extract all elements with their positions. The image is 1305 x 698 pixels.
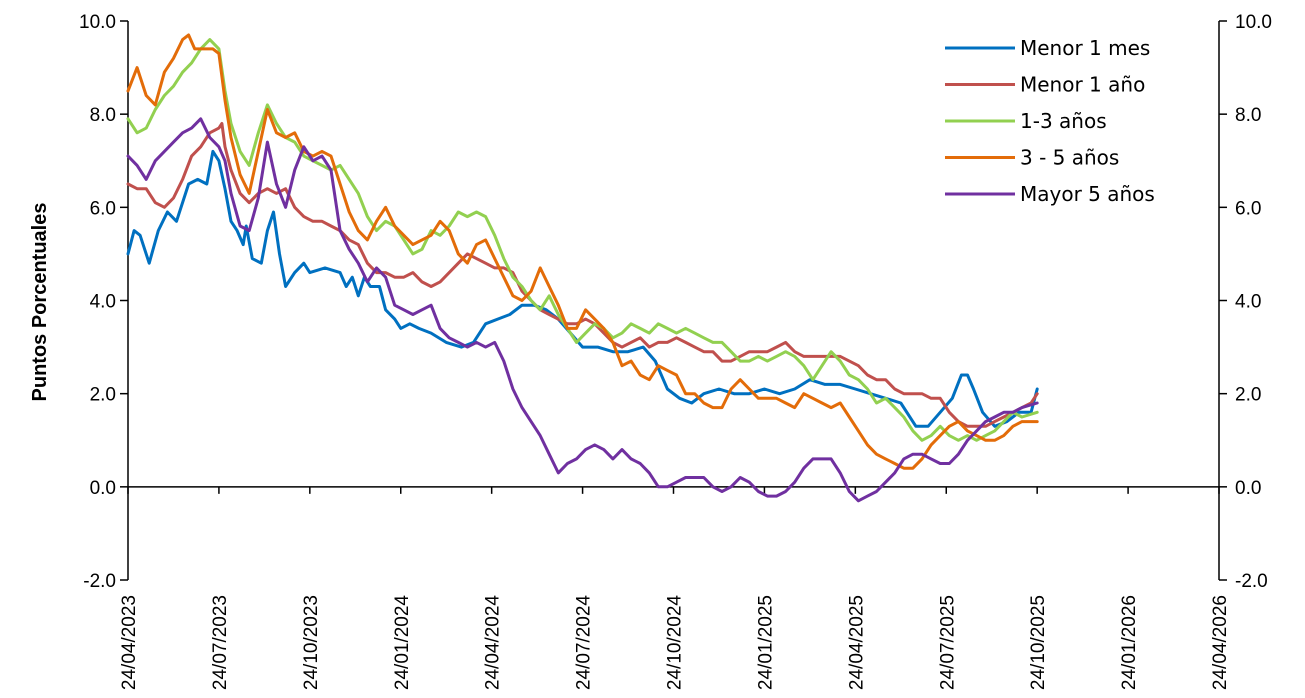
x-tick-label: 24/04/2024 — [483, 595, 504, 691]
y-tick-label-left: 2.0 — [90, 385, 116, 406]
y-tick-label-left: 4.0 — [90, 292, 116, 313]
y-tick-label-left: -2.0 — [83, 571, 116, 592]
x-tick-label: 24/10/2024 — [665, 595, 686, 691]
x-tick-label: 24/07/2023 — [210, 595, 231, 690]
x-tick-label: 24/07/2024 — [574, 595, 595, 691]
legend-label: Menor 1 mes — [1020, 36, 1150, 60]
y-tick-label-left: 0.0 — [90, 478, 116, 499]
x-tick-label: 24/04/2023 — [119, 595, 140, 690]
y-tick-label-left: 6.0 — [90, 198, 116, 219]
y-tick-label-right: 6.0 — [1235, 198, 1261, 219]
series-line-1 — [126, 149, 1039, 428]
series-line-4 — [126, 33, 1039, 470]
y-tick-label-left: 8.0 — [90, 105, 116, 126]
x-tick-label: 24/10/2023 — [301, 595, 322, 690]
y-tick-label-right: 2.0 — [1235, 385, 1261, 406]
y-tick-label-left: 10.0 — [79, 12, 116, 33]
series-line-2 — [126, 122, 1039, 428]
x-tick-label: 24/01/2025 — [755, 595, 776, 690]
series-layer — [126, 33, 1039, 503]
y-tick-label-right: 0.0 — [1235, 478, 1261, 499]
legend-label: 3 - 5 años — [1020, 146, 1119, 170]
x-tick-label: 24/04/2026 — [1210, 595, 1231, 690]
x-tick-label: 24/07/2025 — [937, 595, 958, 690]
x-tick-label: 24/01/2024 — [392, 595, 413, 691]
legend-label: Menor 1 año — [1020, 73, 1145, 97]
series-line-3 — [126, 38, 1039, 442]
legend-label: Mayor 5 años — [1020, 182, 1155, 206]
x-tick-label: 24/04/2025 — [846, 595, 867, 690]
y-tick-label-right: 10.0 — [1235, 12, 1272, 33]
legend: Menor 1 mes Menor 1 año 1-3 años 3 - 5 años… — [945, 36, 1155, 206]
y-tick-label-right: -2.0 — [1235, 571, 1268, 592]
legend-label: 1-3 años — [1020, 109, 1107, 133]
axes: -2.0 -2.0 0.0 0.0 2.0 2.0 4.0 4.0 6.0 6.0 8.0 8.0 10… — [79, 12, 1272, 690]
x-tick-label: 24/10/2025 — [1028, 595, 1049, 690]
x-tick-label: 24/01/2026 — [1119, 595, 1140, 690]
y-axis-label: Puntos Porcentuales — [29, 203, 51, 402]
y-tick-label-right: 8.0 — [1235, 105, 1261, 126]
y-tick-label-right: 4.0 — [1235, 292, 1261, 313]
series-line-5 — [126, 117, 1039, 503]
